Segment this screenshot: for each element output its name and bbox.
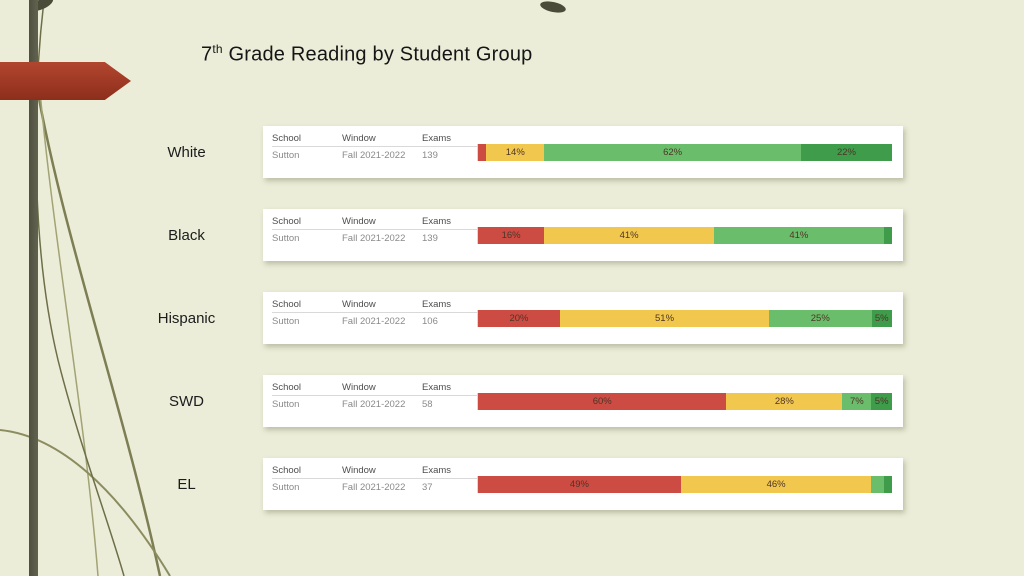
group-label: Black	[168, 226, 205, 244]
report-panel: School Window Exams Sutton Fall 2021-202…	[263, 292, 903, 344]
value-exams: 37	[422, 481, 433, 493]
report-panel: School Window Exams Sutton Fall 2021-202…	[263, 458, 903, 510]
group-row: EL School Window Exams Sutton Fall 2021-…	[0, 458, 1024, 510]
header-exams: Exams	[422, 133, 452, 144]
report-table: School Window Exams Sutton Fall 2021-202…	[272, 297, 477, 329]
value-window: Fall 2021-2022	[342, 481, 406, 493]
value-school: Sutton	[272, 232, 300, 244]
bar-segment-green: 62%	[544, 144, 801, 161]
stacked-bar: 49% 46%	[477, 476, 892, 493]
value-school: Sutton	[272, 149, 300, 161]
bar-segment-dark_green	[883, 476, 892, 493]
bar-segment-yellow: 51%	[559, 310, 770, 327]
bar-segment-green	[871, 476, 884, 493]
value-window: Fall 2021-2022	[342, 315, 406, 327]
bar-segment-yellow: 41%	[544, 227, 714, 244]
value-exams: 106	[422, 315, 438, 327]
bar-segment-red: 60%	[478, 393, 727, 410]
value-window: Fall 2021-2022	[342, 149, 406, 161]
table-value-row: Sutton Fall 2021-2022 37	[272, 479, 477, 495]
title-number: 7	[201, 43, 213, 66]
header-window: Window	[342, 133, 376, 144]
group-row: Hispanic School Window Exams Sutton Fall…	[0, 292, 1024, 344]
left-accent-stripe	[29, 0, 38, 576]
bar-segment-green: 7%	[842, 393, 872, 410]
header-window: Window	[342, 299, 376, 310]
table-header-row: School Window Exams	[272, 131, 477, 147]
leaf-icon	[540, 1, 566, 13]
header-exams: Exams	[422, 382, 452, 393]
group-rows: White School Window Exams Sutton Fall 20…	[0, 126, 1024, 541]
title-text: Grade Reading by Student Group	[222, 43, 533, 66]
bar-segment-dark_green: 22%	[800, 144, 892, 161]
header-exams: Exams	[422, 299, 452, 310]
bar-segment-red	[478, 144, 487, 161]
header-exams: Exams	[422, 216, 452, 227]
bar-segment-red: 49%	[478, 476, 681, 493]
report-table: School Window Exams Sutton Fall 2021-202…	[272, 463, 477, 495]
table-header-row: School Window Exams	[272, 380, 477, 396]
bar-segment-yellow: 46%	[680, 476, 872, 493]
header-school: School	[272, 299, 302, 310]
table-value-row: Sutton Fall 2021-2022 58	[272, 396, 477, 412]
group-label: EL	[177, 475, 196, 493]
value-exams: 58	[422, 398, 433, 410]
bar-segment-yellow: 28%	[726, 393, 843, 410]
bar-segment-dark_green: 5%	[871, 393, 893, 410]
group-label: Hispanic	[157, 309, 216, 327]
value-school: Sutton	[272, 398, 300, 410]
bar-segment-green: 25%	[769, 310, 872, 327]
table-value-row: Sutton Fall 2021-2022 106	[272, 313, 477, 329]
value-school: Sutton	[272, 481, 300, 493]
value-school: Sutton	[272, 315, 300, 327]
stacked-bar: 20% 51% 25% 5%	[477, 310, 892, 327]
report-table: School Window Exams Sutton Fall 2021-202…	[272, 131, 477, 163]
group-row: Black School Window Exams Sutton Fall 20…	[0, 209, 1024, 261]
header-window: Window	[342, 382, 376, 393]
header-window: Window	[342, 216, 376, 227]
group-row: SWD School Window Exams Sutton Fall 2021…	[0, 375, 1024, 427]
header-school: School	[272, 216, 302, 227]
table-header-row: School Window Exams	[272, 463, 477, 479]
title-ordinal: th	[212, 42, 223, 56]
bar-segment-red: 16%	[478, 227, 545, 244]
report-panel: School Window Exams Sutton Fall 2021-202…	[263, 209, 903, 261]
group-label: SWD	[169, 392, 204, 410]
report-panel: School Window Exams Sutton Fall 2021-202…	[263, 375, 903, 427]
bar-segment-dark_green: 5%	[871, 310, 892, 327]
slide-title: 7th Grade Reading by Student Group	[201, 42, 532, 67]
stacked-bar: 60% 28% 7% 5%	[477, 393, 893, 410]
report-table: School Window Exams Sutton Fall 2021-202…	[272, 214, 477, 246]
header-school: School	[272, 465, 302, 476]
header-school: School	[272, 133, 302, 144]
red-arrow-shape	[0, 62, 131, 100]
group-row: White School Window Exams Sutton Fall 20…	[0, 126, 1024, 178]
stacked-bar: 14% 62% 22%	[477, 144, 892, 161]
bar-segment-dark_green	[883, 227, 892, 244]
value-exams: 139	[422, 232, 438, 244]
table-value-row: Sutton Fall 2021-2022 139	[272, 230, 477, 246]
table-header-row: School Window Exams	[272, 214, 477, 230]
report-table: School Window Exams Sutton Fall 2021-202…	[272, 380, 477, 412]
header-exams: Exams	[422, 465, 452, 476]
value-window: Fall 2021-2022	[342, 398, 406, 410]
bar-segment-red: 20%	[478, 310, 560, 327]
header-window: Window	[342, 465, 376, 476]
stacked-bar: 16% 41% 41%	[477, 227, 892, 244]
bar-segment-yellow: 14%	[486, 144, 545, 161]
report-panel: School Window Exams Sutton Fall 2021-202…	[263, 126, 903, 178]
header-school: School	[272, 382, 302, 393]
bar-segment-green: 41%	[713, 227, 884, 244]
table-header-row: School Window Exams	[272, 297, 477, 313]
group-label: White	[167, 143, 206, 161]
value-window: Fall 2021-2022	[342, 232, 406, 244]
table-value-row: Sutton Fall 2021-2022 139	[272, 147, 477, 163]
value-exams: 139	[422, 149, 438, 161]
